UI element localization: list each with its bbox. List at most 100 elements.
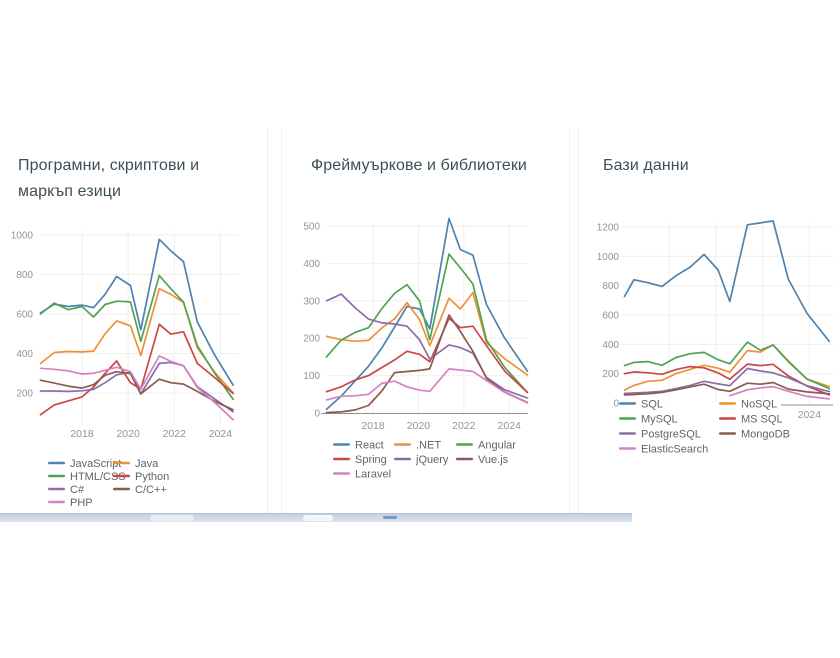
legend-item-Laravel[interactable]: Laravel bbox=[333, 468, 391, 480]
legend-label: ElasticSearch bbox=[641, 443, 708, 455]
legend-label: MySQL bbox=[641, 413, 678, 425]
legend-swatch bbox=[113, 487, 130, 491]
svg-text:2024: 2024 bbox=[498, 420, 522, 432]
languages-plot: 200 400 600 800 1000 2018 2020 2022 2024 JavaScri… bbox=[11, 231, 238, 509]
legend: SQL NoSQL MySQL MS SQL PostgreSQL MongoDB Elas… bbox=[619, 398, 790, 455]
languages-chart-title: Програмни, скриптови и маркъп езици bbox=[18, 153, 199, 205]
legend-item-MongoDB[interactable]: MongoDB bbox=[719, 428, 790, 440]
legend: React .NET Angular Spring jQuery Vue.js Larave… bbox=[333, 439, 516, 480]
legend-item-Java[interactable]: Java bbox=[113, 458, 159, 470]
legend-item-Vue.js[interactable]: Vue.js bbox=[456, 454, 509, 466]
legend-swatch bbox=[48, 474, 65, 478]
svg-text:1200: 1200 bbox=[597, 223, 620, 234]
series-Java bbox=[39, 287, 234, 394]
legend-swatch bbox=[619, 447, 636, 450]
svg-text:200: 200 bbox=[602, 369, 619, 380]
legend-label: Spring bbox=[355, 454, 387, 466]
databases-chart-title: Бази данни bbox=[603, 153, 689, 179]
x-axis-labels: 2018 2020 2022 2024 bbox=[70, 428, 232, 440]
gridlines bbox=[621, 223, 833, 403]
legend-item-HTML/CSS[interactable]: HTML/CSS bbox=[48, 471, 126, 483]
legend-item-MySQL[interactable]: MySQL bbox=[619, 413, 678, 425]
series-Angular bbox=[325, 253, 529, 394]
series-SQL bbox=[623, 220, 831, 343]
series-jQuery bbox=[325, 293, 529, 399]
databases-chart-card: Бази данни 0 200 400 600 800 1000 1200 2024 SQL N… bbox=[578, 128, 840, 522]
legend-swatch bbox=[48, 461, 65, 465]
series-lines bbox=[39, 238, 234, 421]
svg-text:2024: 2024 bbox=[798, 409, 822, 421]
svg-text:2020: 2020 bbox=[407, 420, 431, 432]
y-tick-labels: 0 100 200 300 400 500 bbox=[303, 222, 320, 420]
legend-item-jQuery[interactable]: jQuery bbox=[394, 454, 449, 466]
legend-item-PHP[interactable]: PHP bbox=[48, 497, 93, 509]
legend-swatch bbox=[333, 472, 350, 475]
databases-plot: 0 200 400 600 800 1000 1200 2024 SQL NoSQL MySQL MS… bbox=[597, 220, 833, 455]
legend-label: Java bbox=[135, 458, 159, 470]
legend-label: Vue.js bbox=[478, 454, 509, 466]
series-MS SQL bbox=[623, 363, 831, 396]
series-PHP bbox=[39, 355, 234, 421]
legend-item-Spring[interactable]: Spring bbox=[333, 454, 387, 466]
legend-item-JavaScript[interactable]: JavaScript bbox=[48, 458, 121, 470]
frameworks-plot: 0 100 200 300 400 500 2018 2020 2022 2024 React .NE… bbox=[303, 217, 529, 480]
series-Vue.js bbox=[325, 314, 529, 414]
legend-label: MS SQL bbox=[741, 413, 783, 425]
series-Laravel bbox=[325, 368, 529, 404]
legend-item-C/C++[interactable]: C/C++ bbox=[113, 484, 167, 496]
svg-text:800: 800 bbox=[602, 281, 619, 292]
legend-swatch bbox=[394, 443, 411, 446]
legend-item-MS SQL[interactable]: MS SQL bbox=[719, 413, 783, 425]
legend-item-React[interactable]: React bbox=[333, 439, 384, 451]
legend-swatch bbox=[719, 432, 736, 435]
legend-item-ElasticSearch[interactable]: ElasticSearch bbox=[619, 443, 708, 455]
svg-text:400: 400 bbox=[303, 259, 320, 270]
scrollbar-thumb[interactable] bbox=[383, 516, 397, 519]
legend-swatch bbox=[48, 500, 65, 504]
legend-swatch bbox=[48, 487, 65, 491]
x-axis-labels: 2024 bbox=[798, 409, 822, 421]
legend-item-C#[interactable]: C# bbox=[48, 484, 85, 496]
legend-item-.NET[interactable]: .NET bbox=[394, 439, 441, 451]
series-Spring bbox=[325, 317, 529, 394]
svg-text:400: 400 bbox=[602, 340, 619, 351]
svg-text:600: 600 bbox=[16, 310, 33, 321]
svg-text:200: 200 bbox=[303, 334, 320, 345]
legend-swatch bbox=[113, 474, 130, 478]
series-React bbox=[325, 217, 529, 411]
legend-swatch bbox=[719, 417, 736, 420]
svg-text:500: 500 bbox=[303, 222, 320, 233]
svg-text:1000: 1000 bbox=[597, 252, 620, 263]
svg-text:2018: 2018 bbox=[361, 420, 385, 432]
legend-swatch bbox=[619, 417, 636, 420]
legend-label: PostgreSQL bbox=[641, 428, 701, 440]
svg-text:0: 0 bbox=[613, 399, 619, 410]
series-NoSQL bbox=[623, 343, 831, 391]
legend-swatch bbox=[394, 457, 411, 461]
title-line: маркъп езици bbox=[18, 183, 122, 200]
bottom-scrollbar[interactable] bbox=[0, 513, 632, 522]
legend-item-Python[interactable]: Python bbox=[113, 471, 169, 483]
svg-text:400: 400 bbox=[16, 349, 33, 360]
legend-item-PostgreSQL[interactable]: PostgreSQL bbox=[619, 428, 701, 440]
scrollbar-pill bbox=[150, 515, 194, 521]
legend-label: HTML/CSS bbox=[70, 471, 126, 483]
svg-text:2024: 2024 bbox=[209, 428, 233, 440]
legend-swatch bbox=[333, 457, 350, 461]
title-line: Бази данни bbox=[603, 157, 689, 174]
legend-label: SQL bbox=[641, 398, 663, 410]
legend-swatch bbox=[456, 457, 473, 461]
legend-item-Angular[interactable]: Angular bbox=[456, 439, 516, 451]
legend-item-SQL[interactable]: SQL bbox=[619, 398, 663, 410]
frameworks-chart-title: Фреймуъркове и библиотеки bbox=[311, 153, 527, 179]
legend-label: Python bbox=[135, 471, 169, 483]
scrollbar-pill bbox=[303, 515, 333, 521]
svg-text:800: 800 bbox=[16, 270, 33, 281]
legend-swatch bbox=[333, 443, 350, 446]
series-.NET bbox=[325, 291, 529, 376]
legend-swatch bbox=[719, 402, 736, 405]
y-tick-labels: 200 400 600 800 1000 bbox=[11, 231, 34, 400]
svg-text:600: 600 bbox=[602, 311, 619, 322]
legend-item-NoSQL[interactable]: NoSQL bbox=[719, 398, 777, 410]
